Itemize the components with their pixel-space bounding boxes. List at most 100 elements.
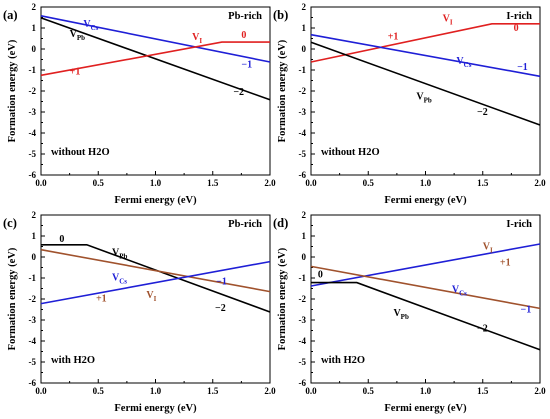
series-line-VCs [40, 260, 271, 305]
annotation-label: −1 [241, 59, 252, 70]
x-tick-label: 0.0 [35, 386, 47, 396]
x-tick-label: 1.5 [207, 178, 219, 188]
x-tick-label: 1.0 [150, 178, 162, 188]
y-tick-label: -4 [29, 336, 37, 346]
annotation-label: 0 [241, 30, 246, 41]
annotation-label: −2 [215, 303, 226, 314]
annotation-label: VCs [83, 19, 98, 32]
x-tick-label: 1.0 [420, 178, 432, 188]
y-tick-label: 1 [302, 231, 307, 241]
series-line-VI [310, 22, 540, 63]
y-tick-label: 0 [302, 44, 307, 54]
y-tick-label: 0 [32, 252, 37, 262]
annotation-label: −1 [216, 277, 227, 288]
annotation-label: VI [146, 290, 156, 303]
y-tick-label: -6 [299, 378, 307, 388]
x-axis-label: Fermi energy (eV) [384, 403, 467, 414]
y-tick-label: -4 [299, 336, 307, 346]
y-tick-label: -1 [29, 273, 37, 283]
y-tick-label: -1 [299, 65, 307, 75]
condition-corner-label: Pb-rich [228, 11, 262, 22]
condition-corner-label: I-rich [506, 11, 532, 22]
series-line-VPb [310, 41, 541, 126]
annotation-label: −2 [233, 87, 244, 98]
panel-4: 0.0 0.5 1.0 1.5 2.0 -6 -5 -4 -3 -2 -1 0 1 2 Fermi ener… [273, 210, 546, 414]
y-tick-label: 1 [302, 23, 307, 33]
x-tick-label: 0.5 [363, 386, 375, 396]
y-tick-label: -6 [29, 378, 37, 388]
annotation-label: −2 [477, 107, 488, 118]
annotation-label: VCs [452, 284, 467, 297]
annotation-label: +1 [388, 32, 399, 43]
annotation-label: VPb [393, 308, 409, 321]
y-tick-label: -3 [29, 315, 37, 325]
x-axis-label: Fermi energy (eV) [114, 195, 197, 206]
annotation-label: +1 [70, 67, 81, 78]
y-tick-label: 1 [32, 231, 37, 241]
y-tick-label: -4 [29, 128, 37, 138]
series-line-VPb [40, 17, 271, 101]
x-axis-label: Fermi energy (eV) [384, 195, 467, 206]
y-tick-label: -6 [299, 170, 307, 180]
y-tick-label: 2 [302, 2, 307, 12]
panel-1: 0.0 0.5 1.0 1.5 2.0 -6 -5 -4 -3 -2 -1 0 1 2 Fermi ener… [3, 2, 276, 206]
environment-label: with H2O [321, 355, 365, 366]
y-axis-label: Formation energy (eV) [7, 39, 18, 142]
y-tick-label: -5 [29, 357, 37, 367]
annotation-label: VI [483, 242, 493, 255]
annotation-label: 0 [59, 234, 64, 245]
panel-label: (b) [273, 8, 288, 22]
series-line-VI [40, 248, 271, 293]
x-tick-label: 0.5 [93, 386, 105, 396]
y-tick-label: 2 [32, 210, 37, 220]
panel-label: (c) [3, 216, 17, 230]
environment-label: without H2O [51, 147, 110, 158]
y-axis-label: Formation energy (eV) [277, 39, 288, 142]
x-tick-label: 2.0 [264, 178, 276, 188]
y-tick-label: -1 [29, 65, 37, 75]
x-tick-label: 1.0 [150, 386, 162, 396]
y-tick-label: -6 [29, 170, 37, 180]
y-axis-label: Formation energy (eV) [277, 247, 288, 350]
series-line-VCs [40, 15, 271, 63]
x-tick-label: 2.0 [264, 386, 276, 396]
x-axis-label: Fermi energy (eV) [114, 403, 197, 414]
y-tick-label: 0 [302, 252, 307, 262]
panel-2: 0.0 0.5 1.0 1.5 2.0 -6 -5 -4 -3 -2 -1 0 1 2 Fermi ener… [273, 2, 546, 206]
annotation-label: VPb [416, 91, 432, 104]
y-tick-label: -2 [29, 86, 37, 96]
y-tick-label: -3 [299, 315, 307, 325]
x-tick-label: 0.0 [35, 178, 47, 188]
annotation-label: VCs [456, 56, 471, 69]
annotation-label: VPb [112, 247, 128, 260]
series-line-VPb [311, 281, 541, 351]
annotation-label: 0 [318, 270, 323, 281]
y-tick-label: -4 [299, 128, 307, 138]
annotation-label: VI [443, 14, 453, 27]
x-tick-label: 0.5 [363, 178, 375, 188]
x-tick-label: 0.5 [93, 178, 105, 188]
y-axis-label: Formation energy (eV) [7, 247, 18, 350]
y-tick-label: -1 [299, 273, 307, 283]
y-tick-label: -2 [299, 294, 307, 304]
condition-corner-label: I-rich [506, 219, 532, 230]
y-tick-label: -3 [299, 107, 307, 117]
y-tick-label: -2 [29, 294, 37, 304]
x-tick-label: 1.5 [207, 386, 219, 396]
condition-corner-label: Pb-rich [228, 219, 262, 230]
y-tick-label: -5 [299, 149, 307, 159]
x-tick-label: 2.0 [534, 178, 546, 188]
panel-label: (a) [3, 8, 18, 22]
y-tick-label: -2 [299, 86, 307, 96]
x-tick-label: 1.5 [477, 386, 489, 396]
panel-3: 0.0 0.5 1.0 1.5 2.0 -6 -5 -4 -3 -2 -1 0 1 2 Fermi ener… [3, 210, 276, 414]
y-tick-label: -5 [299, 357, 307, 367]
annotation-label: −1 [517, 62, 528, 73]
x-tick-label: 1.5 [477, 178, 489, 188]
environment-label: without H2O [321, 147, 380, 158]
x-tick-label: 0.0 [305, 386, 317, 396]
annotation-label: 0 [514, 23, 519, 34]
y-tick-label: -3 [29, 107, 37, 117]
annotation-label: +1 [500, 257, 511, 268]
